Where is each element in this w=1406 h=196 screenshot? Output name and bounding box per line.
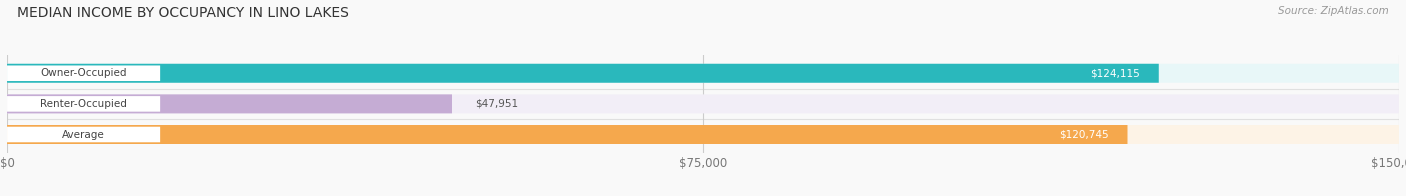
- FancyBboxPatch shape: [7, 64, 1399, 83]
- Text: Owner-Occupied: Owner-Occupied: [41, 68, 127, 78]
- Text: $47,951: $47,951: [475, 99, 519, 109]
- Text: Average: Average: [62, 130, 105, 140]
- FancyBboxPatch shape: [7, 64, 1159, 83]
- Text: Renter-Occupied: Renter-Occupied: [41, 99, 127, 109]
- FancyBboxPatch shape: [7, 127, 160, 142]
- Text: Source: ZipAtlas.com: Source: ZipAtlas.com: [1278, 6, 1389, 16]
- FancyBboxPatch shape: [7, 65, 160, 81]
- Text: $120,745: $120,745: [1059, 130, 1109, 140]
- FancyBboxPatch shape: [7, 96, 160, 112]
- FancyBboxPatch shape: [7, 125, 1399, 144]
- FancyBboxPatch shape: [7, 94, 451, 113]
- Text: MEDIAN INCOME BY OCCUPANCY IN LINO LAKES: MEDIAN INCOME BY OCCUPANCY IN LINO LAKES: [17, 6, 349, 20]
- FancyBboxPatch shape: [7, 125, 1128, 144]
- FancyBboxPatch shape: [7, 94, 1399, 113]
- Text: $124,115: $124,115: [1091, 68, 1140, 78]
